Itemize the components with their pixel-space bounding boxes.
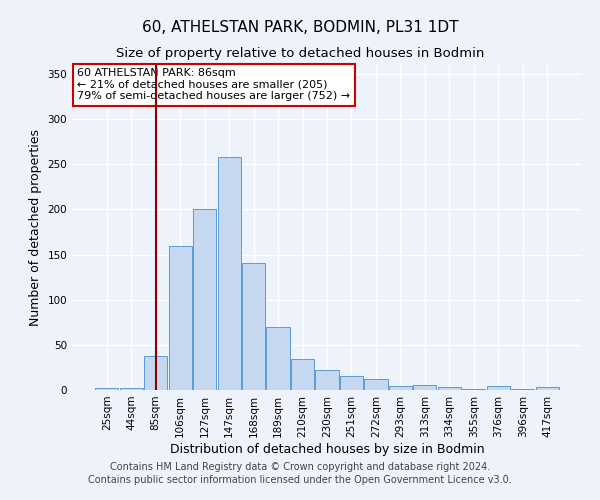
Text: Contains public sector information licensed under the Open Government Licence v3: Contains public sector information licen…: [88, 475, 512, 485]
Bar: [487, 386, 510, 390]
Text: 60, ATHELSTAN PARK, BODMIN, PL31 1DT: 60, ATHELSTAN PARK, BODMIN, PL31 1DT: [142, 20, 458, 35]
Bar: [511, 389, 535, 390]
Bar: [389, 386, 412, 390]
Bar: [95, 388, 118, 390]
Text: 60 ATHELSTAN PARK: 86sqm
← 21% of detached houses are smaller (205)
79% of semi-: 60 ATHELSTAN PARK: 86sqm ← 21% of detach…: [77, 68, 350, 102]
Bar: [119, 388, 143, 390]
Bar: [364, 379, 388, 390]
Text: Contains HM Land Registry data © Crown copyright and database right 2024.: Contains HM Land Registry data © Crown c…: [110, 462, 490, 472]
Bar: [144, 356, 167, 390]
X-axis label: Distribution of detached houses by size in Bodmin: Distribution of detached houses by size …: [170, 442, 484, 456]
Bar: [291, 360, 314, 390]
Text: Size of property relative to detached houses in Bodmin: Size of property relative to detached ho…: [116, 48, 484, 60]
Bar: [316, 370, 338, 390]
Bar: [169, 246, 192, 390]
Bar: [218, 157, 241, 390]
Bar: [193, 210, 216, 390]
Bar: [242, 262, 265, 390]
Bar: [438, 388, 461, 390]
Bar: [266, 327, 290, 390]
Bar: [462, 389, 485, 390]
Bar: [340, 376, 363, 390]
Y-axis label: Number of detached properties: Number of detached properties: [29, 129, 42, 326]
Bar: [536, 388, 559, 390]
Bar: [413, 386, 436, 390]
